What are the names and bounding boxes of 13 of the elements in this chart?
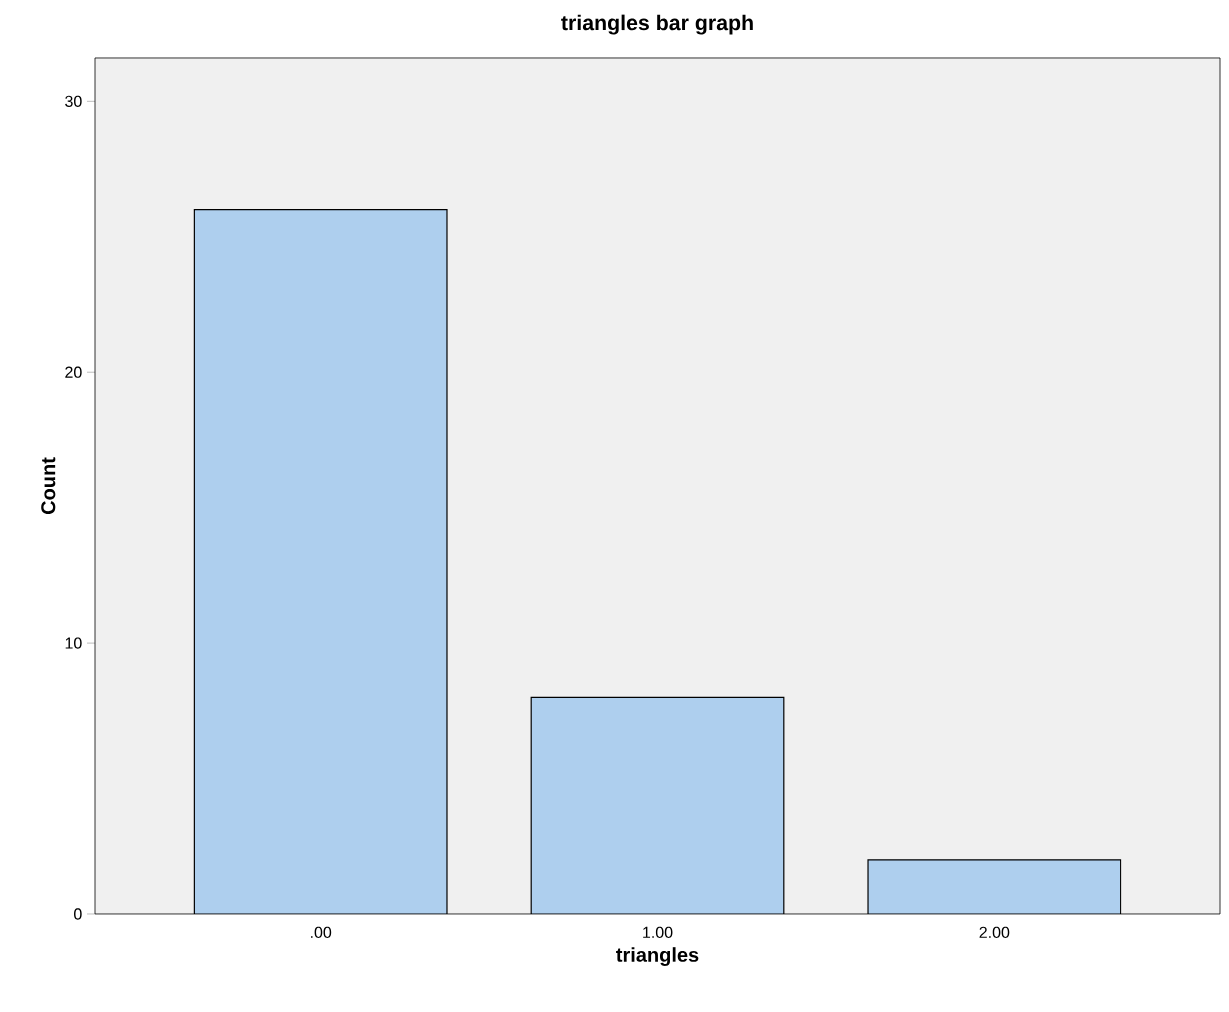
- y-tick-label: 30: [65, 95, 82, 107]
- y-tick-label: 20: [65, 366, 82, 378]
- bar: [530, 696, 785, 914]
- y-axis-title: Count: [41, 457, 56, 515]
- bar: [867, 859, 1122, 914]
- x-tick-label: .00: [311, 926, 332, 939]
- x-tick-label: 1.00: [643, 926, 673, 939]
- bar: [194, 209, 447, 914]
- x-tick-label: 2.00: [979, 926, 1010, 939]
- chart-title: triangles bar graph: [561, 14, 753, 35]
- y-tick-label: 10: [65, 637, 82, 649]
- x-axis-title: triangles: [616, 947, 699, 966]
- y-tick-label: 0: [74, 908, 82, 920]
